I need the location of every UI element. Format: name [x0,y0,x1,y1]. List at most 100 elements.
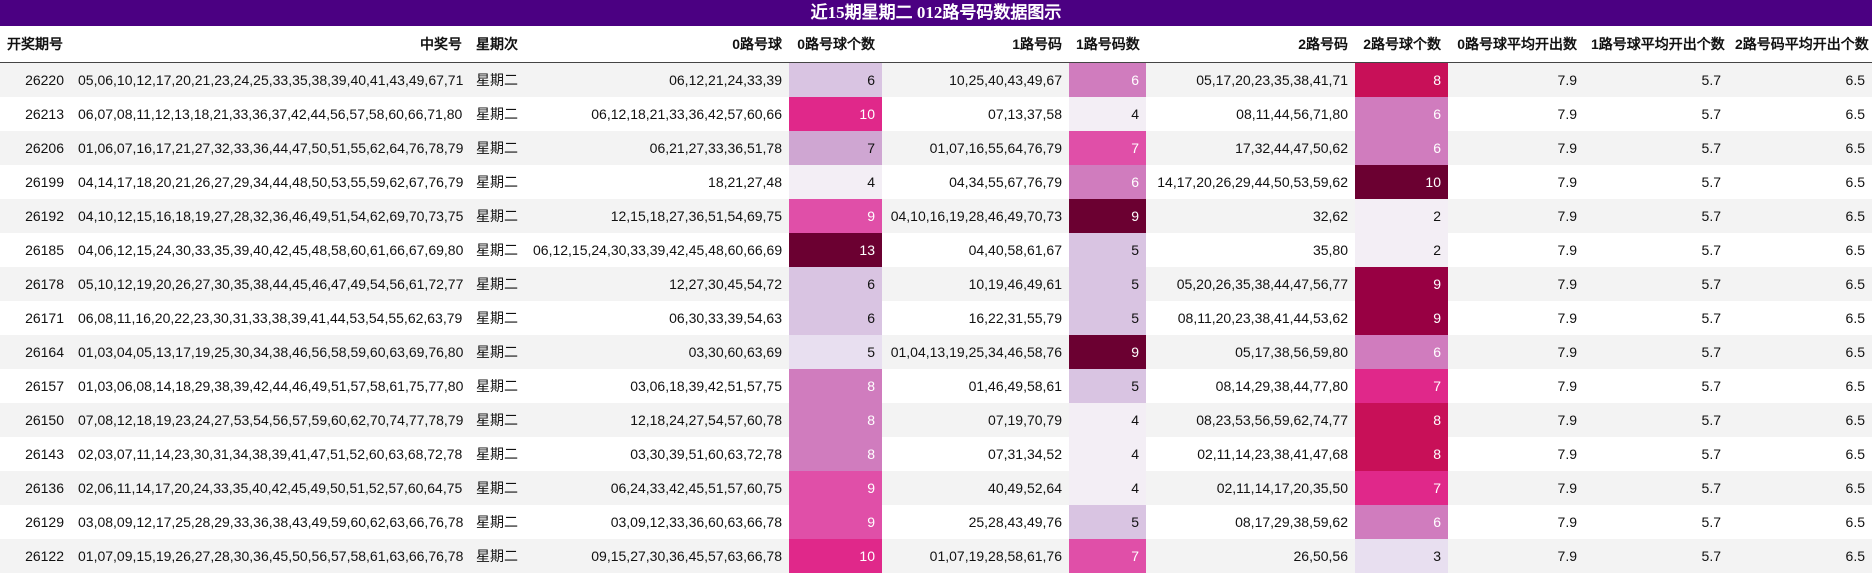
cell-weekday: 星期二 [469,301,526,335]
cell-avg0: 7.9 [1448,165,1584,199]
cell-avg0: 7.9 [1448,403,1584,437]
cell-route1-numbers: 01,07,16,55,64,76,79 [882,131,1069,165]
cell-weekday: 星期二 [469,539,526,573]
cell-route2-count: 6 [1355,335,1448,369]
cell-route2-numbers: 14,17,20,26,29,44,50,53,59,62 [1146,165,1355,199]
cell-avg2: 6.5 [1728,233,1872,267]
cell-period: 26164 [0,335,71,369]
cell-avg2: 6.5 [1728,199,1872,233]
cell-route0-numbers: 12,15,18,27,36,51,54,69,75 [526,199,789,233]
header-avg0: 0路号球平均开出数 [1448,26,1584,63]
cell-avg0: 7.9 [1448,369,1584,403]
cell-route0-count: 7 [789,131,882,165]
cell-period: 26192 [0,199,71,233]
cell-route2-count: 2 [1355,233,1448,267]
cell-route1-numbers: 07,13,37,58 [882,97,1069,131]
cell-route0-count: 6 [789,301,882,335]
cell-route0-numbers: 06,24,33,42,45,51,57,60,75 [526,471,789,505]
cell-route2-count: 7 [1355,471,1448,505]
header-route1: 1路号码 [882,26,1069,63]
cell-avg1: 5.7 [1584,369,1728,403]
table-row: 26213 06,07,08,11,12,13,18,21,33,36,37,42… [0,97,1872,131]
cell-weekday: 星期二 [469,505,526,539]
cell-route1-numbers: 25,28,43,49,76 [882,505,1069,539]
header-numbers: 中奖号 [71,26,469,63]
cell-avg1: 5.7 [1584,403,1728,437]
cell-route2-numbers: 08,11,20,23,38,41,44,53,62 [1146,301,1355,335]
cell-avg2: 6.5 [1728,437,1872,471]
cell-avg1: 5.7 [1584,267,1728,301]
cell-weekday: 星期二 [469,97,526,131]
cell-route1-numbers: 10,25,40,43,49,67 [882,62,1069,97]
cell-avg2: 6.5 [1728,471,1872,505]
cell-route2-numbers: 05,20,26,35,38,44,47,56,77 [1146,267,1355,301]
cell-route2-count: 8 [1355,437,1448,471]
cell-route0-numbers: 03,09,12,33,36,60,63,66,78 [526,505,789,539]
cell-winning-numbers: 06,07,08,11,12,13,18,21,33,36,37,42,44,5… [71,97,469,131]
cell-avg1: 5.7 [1584,437,1728,471]
cell-avg1: 5.7 [1584,471,1728,505]
cell-period: 26171 [0,301,71,335]
cell-avg2: 6.5 [1728,62,1872,97]
cell-period: 26143 [0,437,71,471]
cell-period: 26199 [0,165,71,199]
cell-route1-count: 5 [1069,233,1146,267]
cell-route1-numbers: 07,19,70,79 [882,403,1069,437]
cell-avg2: 6.5 [1728,505,1872,539]
cell-avg2: 6.5 [1728,165,1872,199]
cell-winning-numbers: 04,10,12,15,16,18,19,27,28,32,36,46,49,5… [71,199,469,233]
cell-route2-numbers: 08,11,44,56,71,80 [1146,97,1355,131]
table-row: 26164 01,03,04,05,13,17,19,25,30,34,38,46… [0,335,1872,369]
cell-avg2: 6.5 [1728,403,1872,437]
table-row: 26150 07,08,12,18,19,23,24,27,53,54,56,57… [0,403,1872,437]
cell-route2-numbers: 35,80 [1146,233,1355,267]
cell-winning-numbers: 06,08,11,16,20,22,23,30,31,33,38,39,41,4… [71,301,469,335]
cell-route2-numbers: 08,23,53,56,59,62,74,77 [1146,403,1355,437]
table-row: 26220 05,06,10,12,17,20,21,23,24,25,33,35… [0,62,1872,97]
cell-route0-numbers: 18,21,27,48 [526,165,789,199]
cell-route1-numbers: 04,10,16,19,28,46,49,70,73 [882,199,1069,233]
cell-route0-numbers: 06,21,27,33,36,51,78 [526,131,789,165]
cell-route1-count: 5 [1069,301,1146,335]
cell-route1-count: 6 [1069,62,1146,97]
cell-route1-count: 9 [1069,335,1146,369]
cell-route0-numbers: 06,30,33,39,54,63 [526,301,789,335]
cell-avg0: 7.9 [1448,505,1584,539]
table-row: 26136 02,06,11,14,17,20,24,33,35,40,42,45… [0,471,1872,505]
cell-avg0: 7.9 [1448,437,1584,471]
cell-route2-numbers: 08,17,29,38,59,62 [1146,505,1355,539]
cell-avg2: 6.5 [1728,97,1872,131]
cell-route2-count: 2 [1355,199,1448,233]
cell-weekday: 星期二 [469,437,526,471]
cell-avg1: 5.7 [1584,301,1728,335]
cell-route2-count: 6 [1355,505,1448,539]
cell-winning-numbers: 07,08,12,18,19,23,24,27,53,54,56,57,59,6… [71,403,469,437]
cell-winning-numbers: 04,14,17,18,20,21,26,27,29,34,44,48,50,5… [71,165,469,199]
cell-route1-count: 5 [1069,505,1146,539]
cell-route0-count: 6 [789,62,882,97]
cell-route0-numbers: 03,30,60,63,69 [526,335,789,369]
cell-weekday: 星期二 [469,471,526,505]
header-row: 开奖期号 中奖号 星期次 0路号球 0路号球个数 1路号码 1路号码数 2路号码… [0,26,1872,63]
table-row: 26192 04,10,12,15,16,18,19,27,28,32,36,46… [0,199,1872,233]
cell-route1-count: 4 [1069,471,1146,505]
cell-weekday: 星期二 [469,131,526,165]
cell-avg0: 7.9 [1448,62,1584,97]
cell-route0-numbers: 06,12,15,24,30,33,39,42,45,48,60,66,69 [526,233,789,267]
cell-route1-count: 7 [1069,131,1146,165]
cell-route2-numbers: 05,17,20,23,35,38,41,71 [1146,62,1355,97]
cell-avg1: 5.7 [1584,335,1728,369]
cell-route0-count: 9 [789,199,882,233]
cell-route2-count: 6 [1355,97,1448,131]
cell-route2-count: 8 [1355,403,1448,437]
cell-route2-numbers: 32,62 [1146,199,1355,233]
cell-period: 26129 [0,505,71,539]
cell-route1-numbers: 10,19,46,49,61 [882,267,1069,301]
cell-avg1: 5.7 [1584,505,1728,539]
cell-avg0: 7.9 [1448,539,1584,573]
cell-avg0: 7.9 [1448,233,1584,267]
table-row: 26129 03,08,09,12,17,25,28,29,33,36,38,43… [0,505,1872,539]
cell-avg0: 7.9 [1448,301,1584,335]
cell-period: 26122 [0,539,71,573]
cell-period: 26136 [0,471,71,505]
